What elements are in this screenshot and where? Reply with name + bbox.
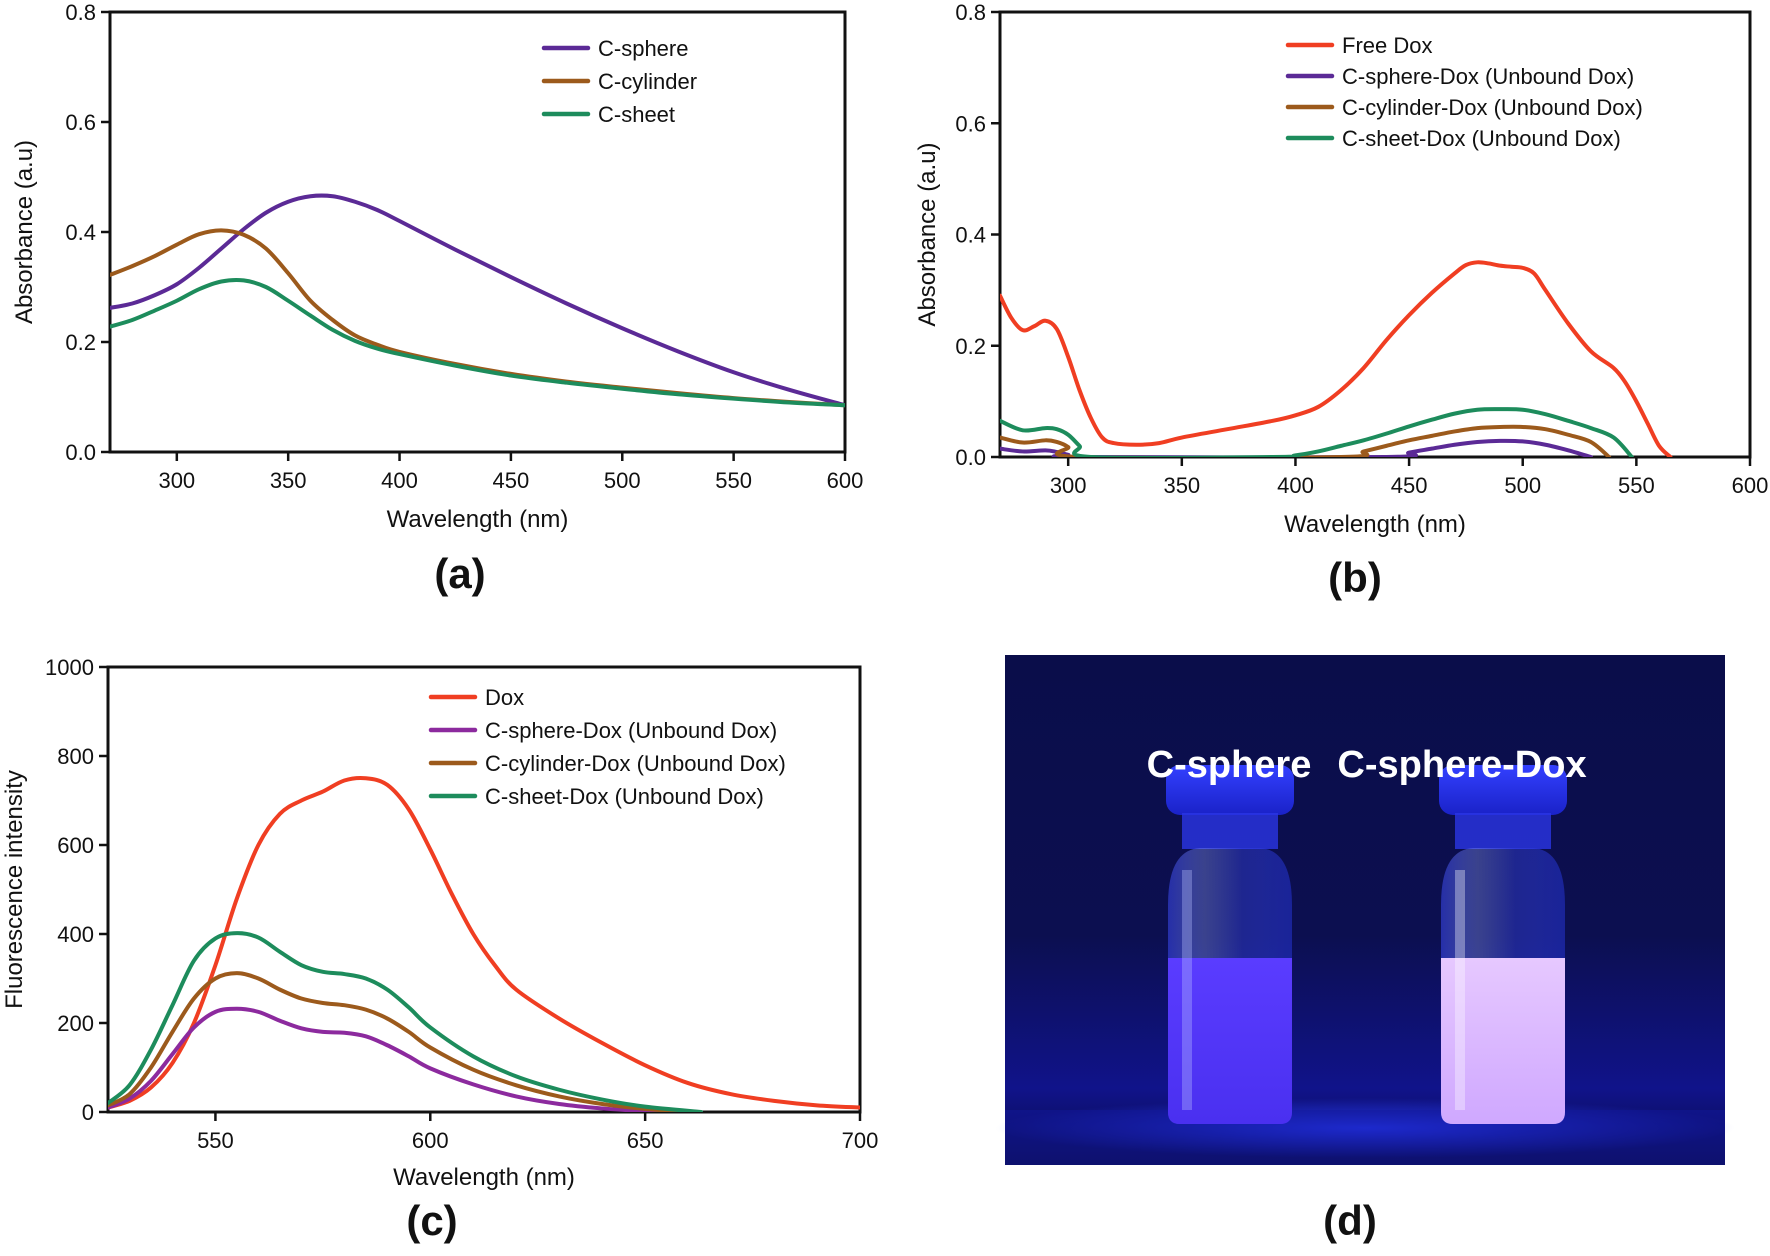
x-tick-label: 450 (1391, 473, 1428, 498)
x-tick-label: 600 (827, 468, 864, 493)
series-line-c-cylinder (110, 228, 845, 408)
y-tick-label: 0.2 (65, 330, 96, 355)
legend-label: C-sheet (598, 102, 675, 127)
y-tick-label: 0.2 (955, 334, 986, 359)
chart-panel-a: 0.0 0.2 0.4 0.6 0.8 300 350 400 450 500 550 600 Wave… (11, 0, 863, 597)
y-tick-label: 0.8 (955, 0, 986, 25)
series-line-c-sheet (110, 277, 845, 408)
x-axis-label: Wavelength (nm) (387, 506, 569, 533)
x-tick-label: 700 (842, 1128, 879, 1153)
x-tick-label: 500 (604, 468, 641, 493)
series-line-free-dox (1000, 260, 1673, 457)
vial-liquid (1168, 958, 1292, 1124)
vial-neck (1182, 813, 1278, 849)
panel-label-a: (a) (434, 550, 485, 597)
x-axis-label: Wavelength (nm) (1284, 511, 1466, 538)
x-tick-label: 300 (1050, 473, 1087, 498)
y-tick-label: 0.6 (955, 111, 986, 136)
x-tick-label: 450 (493, 468, 530, 493)
plot-frame (106, 665, 862, 1114)
x-tick-label: 500 (1504, 473, 1541, 498)
y-axis-label: Absorbance (a.u) (11, 140, 38, 324)
y-tick-label: 600 (57, 833, 94, 858)
legend-label: Dox (485, 685, 524, 710)
y-tick-label: 0.4 (955, 223, 986, 248)
y-axis-label: Fluorescence intensity (1, 770, 28, 1009)
series-line-dox (108, 775, 860, 1110)
series-line-c-sphere-dox-unbound-dox- (1000, 438, 1593, 457)
chart-panel-b: 0.0 0.2 0.4 0.6 0.8 300 350 400 450 500 550 600 Wave… (914, 0, 1768, 601)
x-tick-label: 400 (1277, 473, 1314, 498)
y-axis-label: Absorbance (a.u) (914, 142, 941, 326)
photo-label-c-sphere-dox: C-sphere-Dox (1337, 744, 1586, 786)
vial-highlight (1455, 870, 1465, 1110)
panel-label-d: (d) (1323, 1197, 1377, 1244)
y-tick-label: 0.8 (65, 0, 96, 25)
legend-label: C-sphere-Dox (Unbound Dox) (485, 718, 777, 743)
legend-label: C-cylinder (598, 69, 697, 94)
x-tick-label: 600 (1732, 473, 1769, 498)
x-tick-label: 300 (158, 468, 195, 493)
y-tick-label: 0.6 (65, 110, 96, 135)
legend-label: C-sheet-Dox (Unbound Dox) (485, 784, 764, 809)
x-axis-label: Wavelength (nm) (393, 1164, 575, 1191)
y-tick-label: 0.0 (955, 445, 986, 470)
x-tick-label: 550 (715, 468, 752, 493)
legend-label: C-sphere-Dox (Unbound Dox) (1342, 64, 1634, 89)
y-tick-label: 200 (57, 1011, 94, 1036)
y-tick-label: 0.0 (65, 440, 96, 465)
series-line-c-sphere (110, 193, 845, 408)
series-line-c-cylinder-dox-unbound-dox- (1000, 424, 1612, 457)
x-tick-label: 350 (270, 468, 307, 493)
legend-label: C-cylinder-Dox (Unbound Dox) (485, 751, 786, 776)
vial-c-sphere (1166, 765, 1294, 1124)
panel-label-c: (c) (406, 1197, 457, 1244)
series-line-c-sphere-dox-unbound-dox- (108, 1006, 669, 1112)
vial-c-sphere-dox (1439, 765, 1567, 1124)
vial-neck (1455, 813, 1551, 849)
y-tick-label: 0.4 (65, 220, 96, 245)
series-line-c-sheet-dox-unbound-dox- (108, 931, 704, 1112)
x-tick-label: 400 (381, 468, 418, 493)
x-tick-label: 650 (627, 1128, 664, 1153)
photo-label-c-sphere: C-sphere (1147, 744, 1312, 786)
y-tick-label: 800 (57, 744, 94, 769)
series-line-c-sheet-dox-unbound-dox- (1000, 407, 1634, 457)
x-tick-label: 550 (197, 1128, 234, 1153)
photo-background (1005, 655, 1725, 1165)
photo-table-surface (1005, 1110, 1725, 1165)
legend-label: C-sheet-Dox (Unbound Dox) (1342, 126, 1621, 151)
panel-label-b: (b) (1328, 554, 1382, 601)
y-tick-label: 1000 (45, 655, 94, 680)
vial-liquid (1441, 958, 1565, 1124)
photo-panel-d: C-sphere C-sphere-Dox (d) (995, 655, 1735, 1244)
series-line-c-cylinder-dox-unbound-dox- (108, 971, 691, 1112)
legend-label: C-sphere (598, 36, 688, 61)
x-tick-label: 600 (412, 1128, 449, 1153)
y-tick-label: 400 (57, 922, 94, 947)
x-tick-label: 550 (1618, 473, 1655, 498)
x-tick-label: 350 (1163, 473, 1200, 498)
vial-highlight (1182, 870, 1192, 1110)
legend-label: C-cylinder-Dox (Unbound Dox) (1342, 95, 1643, 120)
vial-cap (1439, 765, 1567, 815)
chart-panel-c: 0 200 400 600 800 1000 550 600 650 700 Wavelength … (1, 655, 878, 1244)
vial-cap (1166, 765, 1294, 815)
y-tick-label: 0 (82, 1100, 94, 1125)
legend-label: Free Dox (1342, 33, 1432, 58)
